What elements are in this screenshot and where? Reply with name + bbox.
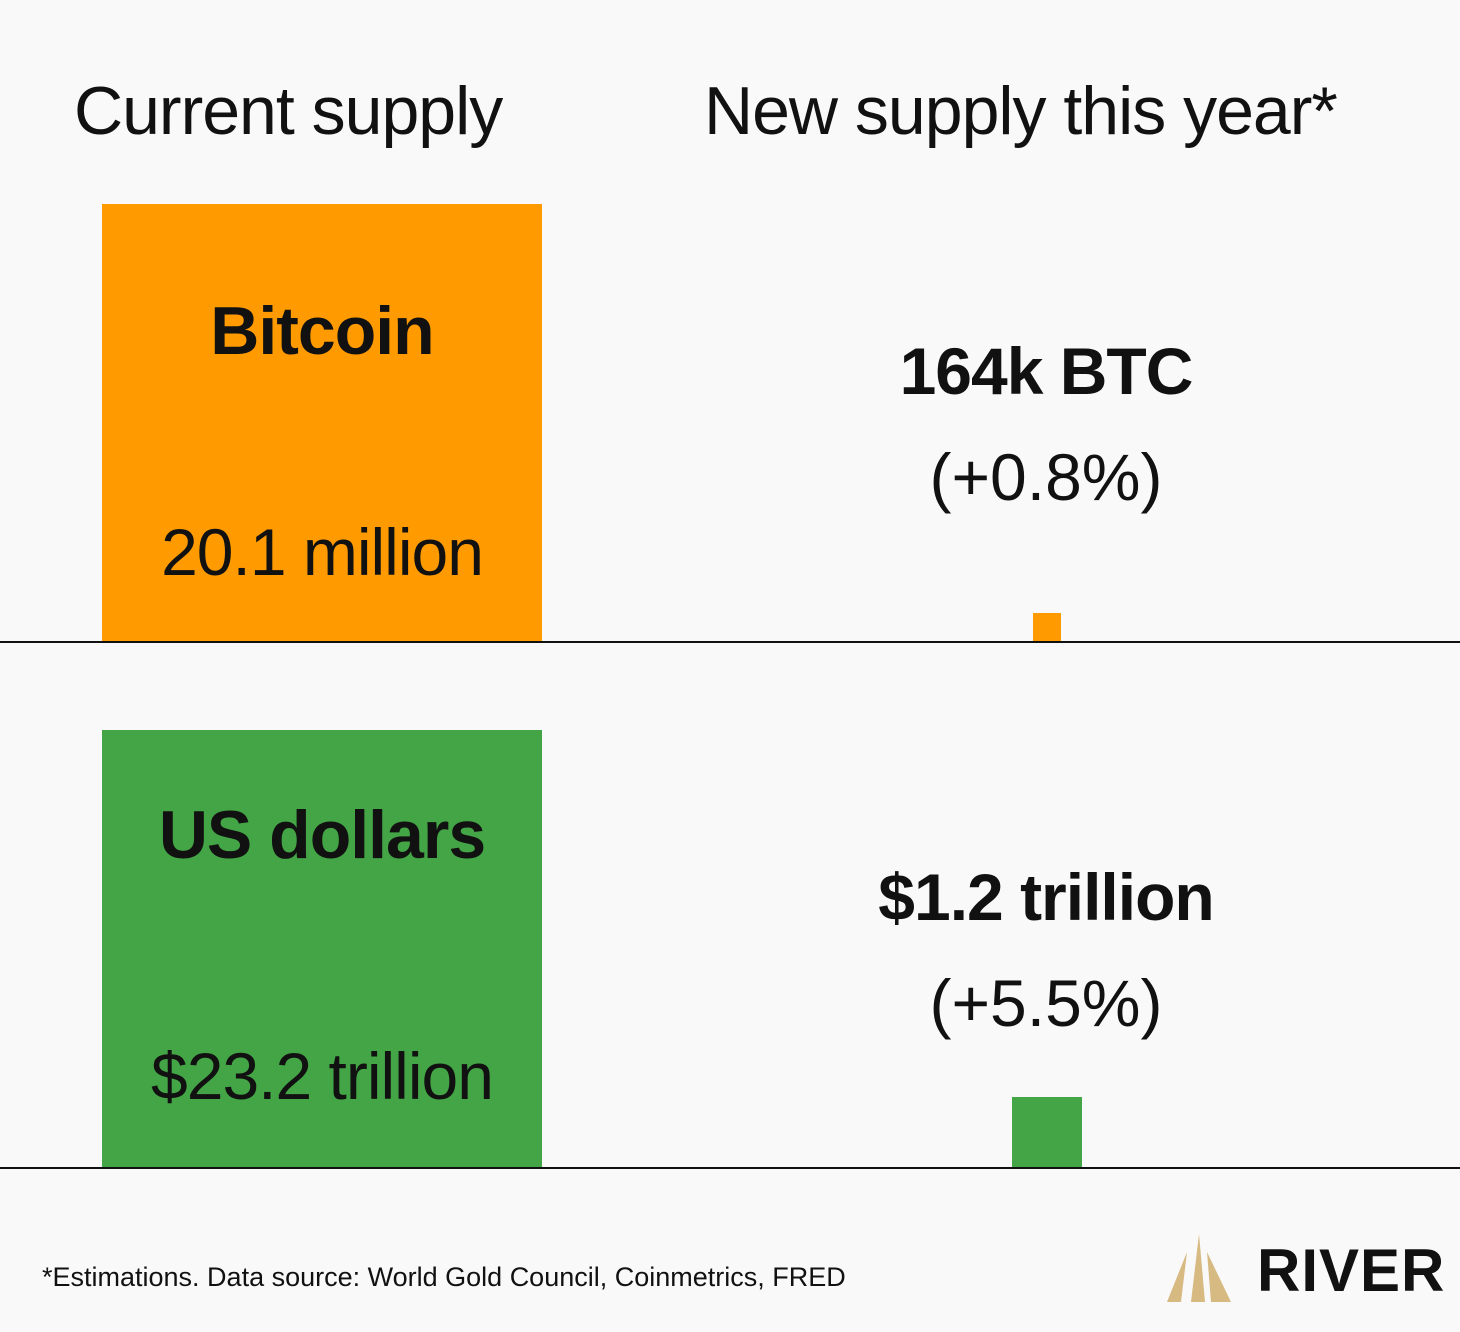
bitcoin-new-value: 164k BTC	[899, 334, 1194, 408]
usd-new-supply-square	[1012, 1097, 1082, 1167]
usd-new-pct: (+5.5%)	[929, 966, 1163, 1040]
bitcoin-label: Bitcoin	[210, 293, 434, 369]
usd-new-value: $1.2 trillion	[878, 860, 1214, 934]
river-logo-text: RIVER	[1257, 1237, 1446, 1304]
footnote: *Estimations. Data source: World Gold Co…	[42, 1262, 846, 1292]
bitcoin-current-value: 20.1 million	[161, 515, 484, 589]
bitcoin-new-supply-square	[1033, 613, 1061, 641]
usd-baseline	[0, 1167, 1460, 1169]
bitcoin-current-supply-square: Bitcoin 20.1 million	[102, 204, 542, 642]
usd-new-supply-label: $1.2 trillion (+5.5%)	[830, 844, 1262, 1056]
bitcoin-new-supply-label: 164k BTC (+0.8%)	[830, 318, 1262, 530]
new-supply-heading: New supply this year*	[704, 73, 1338, 149]
usd-current-value: $23.2 trillion	[151, 1039, 494, 1113]
bitcoin-new-pct: (+0.8%)	[929, 440, 1163, 514]
usd-current-supply-square: US dollars $23.2 trillion	[102, 730, 542, 1168]
river-mountain-icon	[1167, 1234, 1231, 1302]
bitcoin-baseline	[0, 641, 1460, 643]
river-logo: RIVER	[1165, 1232, 1444, 1304]
current-supply-heading: Current supply	[74, 73, 503, 149]
usd-label: US dollars	[158, 797, 486, 873]
